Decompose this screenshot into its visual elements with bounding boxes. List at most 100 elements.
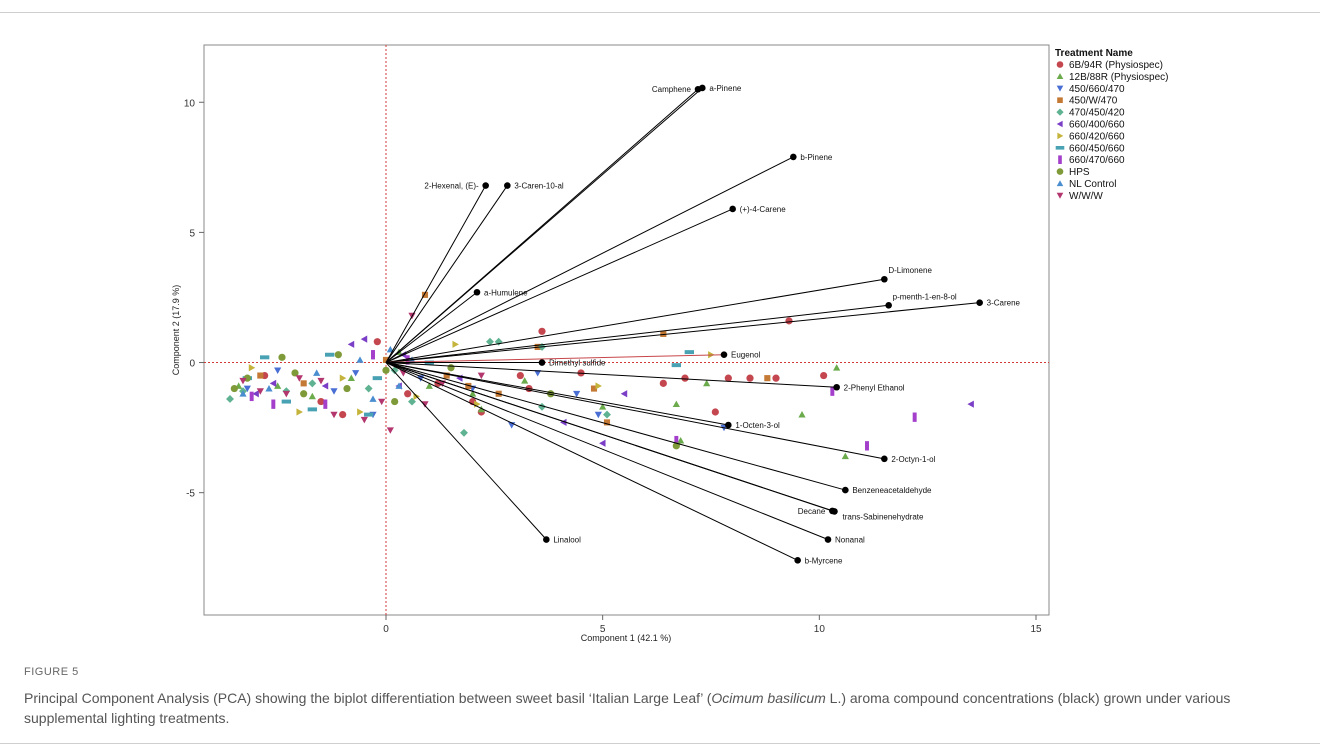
score-point (477, 405, 485, 413)
score-point (300, 380, 307, 387)
loading-vector (385, 362, 729, 426)
top-divider (0, 12, 1320, 13)
legend-title: Treatment Name (1055, 48, 1133, 59)
score-point (271, 399, 276, 409)
caption-text-start: Principal Component Analysis (PCA) showi… (24, 690, 712, 706)
loading-vector (385, 362, 798, 561)
score-point (452, 340, 459, 348)
legend-marker (1056, 120, 1063, 128)
vector-tip (504, 182, 511, 189)
score-point (674, 435, 679, 446)
vector-label: 2-Phenyl Ethanol (844, 383, 905, 392)
legend-marker (1057, 97, 1063, 104)
y-tick-label: 0 (189, 359, 195, 370)
vector-label: Decane (798, 507, 826, 516)
score-point (560, 418, 567, 426)
legend-label: 470/450/420 (1069, 108, 1125, 119)
loading-vector (385, 278, 885, 364)
vector-label: 3-Caren-10-al (514, 182, 564, 191)
figure-caption: Principal Component Analysis (PCA) showi… (24, 688, 1294, 728)
legend-marker (1058, 155, 1062, 164)
vector-tip (885, 301, 892, 309)
legend-marker (1056, 180, 1064, 187)
score-point (360, 335, 368, 343)
score-point (772, 374, 780, 382)
score-point (447, 364, 455, 372)
vector-label: Camphene (652, 85, 692, 94)
loading-vector (385, 156, 794, 363)
score-point (243, 385, 251, 393)
score-point (746, 374, 754, 382)
vector-label: D-Limonene (888, 266, 932, 275)
vector-tip (790, 153, 797, 161)
vector-label: 3-Carene (987, 299, 1021, 308)
loading-vector (385, 291, 478, 363)
score-point (334, 351, 342, 359)
score-point (364, 384, 373, 393)
score-point (357, 408, 364, 416)
reference-lines (204, 45, 1049, 615)
score-point (371, 350, 375, 360)
legend-label: 12B/88R (Physiospec) (1069, 72, 1169, 83)
vector-tip (881, 455, 888, 463)
score-point (711, 408, 719, 416)
caption-text-end: L.) aroma compound concentrations (black… (24, 690, 1231, 726)
vector-label: 2-Octyn-1-ol (891, 455, 935, 464)
score-point (469, 390, 477, 397)
score-point (256, 388, 264, 395)
score-point (372, 376, 383, 381)
legend-label: 450/660/470 (1069, 84, 1125, 95)
legend-label: NL Control (1069, 179, 1116, 190)
score-point (671, 363, 682, 368)
score-point (477, 372, 485, 380)
score-point (681, 374, 689, 382)
plot-frame (203, 44, 1050, 616)
score-point (239, 377, 247, 385)
legend: Treatment Name 6B/94R (Physiospec)12B/88… (1055, 48, 1169, 202)
loading-vector (385, 304, 889, 364)
score-point (249, 391, 254, 402)
x-tick-label: 15 (1030, 624, 1042, 635)
score-point (243, 374, 251, 382)
score-point (313, 369, 321, 376)
vector-tip (831, 508, 838, 515)
vector-label: p-menth-1-en-8-ol (893, 292, 957, 301)
score-point (599, 403, 607, 410)
vector-label: a-Humulene (484, 288, 528, 297)
legend-label: 6B/94R (Physiospec) (1069, 60, 1163, 71)
score-point (308, 379, 317, 388)
score-point (465, 382, 472, 390)
score-point (343, 384, 351, 393)
score-point (603, 410, 611, 419)
score-point (830, 386, 835, 396)
legend-label: 450/W/470 (1069, 96, 1118, 107)
score-point (321, 382, 329, 390)
score-point (460, 428, 468, 437)
score-point (257, 372, 264, 379)
vector-tip (538, 359, 546, 366)
score-point (659, 379, 667, 387)
x-axis-title: Component 1 (42.1 %) (581, 633, 672, 643)
loading-vectors: Camphene a-Pinene b-Pinene 2-Hexenal, (E)- 3… (385, 84, 1021, 565)
legend-label: HPS (1069, 167, 1090, 178)
loading-vector (385, 362, 547, 540)
score-point (798, 410, 806, 418)
legend-marker (1055, 145, 1065, 150)
loading-vector (385, 185, 487, 363)
score-point (660, 330, 667, 337)
axis-ticks: 0 5 10 15 -5 0 5 10 (184, 98, 1042, 635)
score-point (595, 382, 602, 390)
vector-label: (+)-4-Carene (740, 205, 787, 214)
score-point (620, 390, 628, 398)
y-axis-title: Component 2 (17.9 %) (171, 285, 181, 376)
score-point (865, 441, 869, 451)
legend-label: 660/450/660 (1069, 143, 1125, 154)
loading-vector (385, 362, 837, 388)
caption-species-name: Ocimum basilicum (711, 690, 826, 706)
score-point (421, 291, 429, 298)
x-tick-label: 10 (814, 624, 826, 635)
loading-vector (385, 354, 725, 364)
vector-tip (842, 486, 849, 494)
legend-label: 660/470/660 (1069, 155, 1125, 166)
score-point (300, 390, 308, 398)
